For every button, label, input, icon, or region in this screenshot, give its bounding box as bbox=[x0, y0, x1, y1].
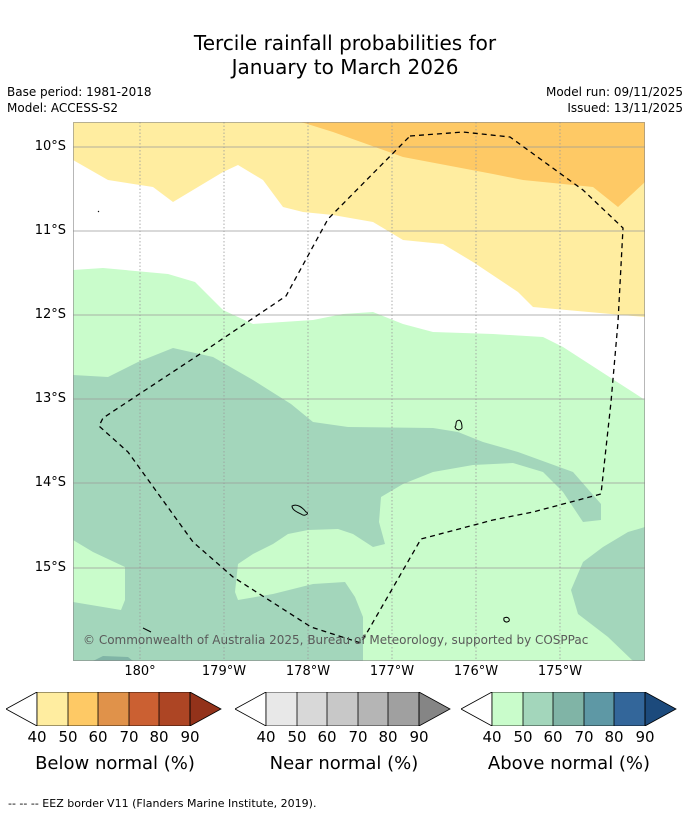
cb-near-under-segment bbox=[235, 692, 267, 726]
model-run: Model run: 09/11/2025 bbox=[545, 85, 683, 99]
cb-near-segment-70 bbox=[358, 692, 388, 726]
cb-below-tick-50: 50 bbox=[58, 728, 78, 746]
cb-above-segment-70 bbox=[584, 692, 614, 726]
cb-below-segment-40 bbox=[37, 692, 68, 726]
cb-below-under-segment bbox=[6, 692, 38, 726]
graticule bbox=[73, 122, 645, 661]
cb-below-segment-50 bbox=[68, 692, 98, 726]
cb-below-segment-60 bbox=[98, 692, 129, 726]
lat-label-10s: 10°S bbox=[34, 139, 66, 154]
cb-near-tick-80: 80 bbox=[378, 728, 398, 746]
issued-date: Issued: 13/11/2025 bbox=[567, 101, 683, 115]
island-speck bbox=[97, 210, 100, 213]
cb-below-segment-70 bbox=[129, 692, 159, 726]
cb-above-segment-50 bbox=[523, 692, 553, 726]
lon-label-180: 180° bbox=[124, 664, 156, 679]
cb-above-title: Above normal (%) bbox=[487, 753, 651, 774]
cb-above-tick-60: 60 bbox=[543, 728, 563, 746]
cb-below-over-segment bbox=[189, 692, 222, 726]
cb-above-tick-50: 50 bbox=[513, 728, 533, 746]
cb-below-segment-80 bbox=[159, 692, 190, 726]
cb-below-tick-40: 40 bbox=[27, 728, 47, 746]
lat-label-15s: 15°S bbox=[34, 560, 66, 575]
cb-below-tick-80: 80 bbox=[149, 728, 169, 746]
cb-below-tick-60: 60 bbox=[88, 728, 108, 746]
island-small-south bbox=[503, 616, 510, 623]
colorbar-below-normal bbox=[6, 692, 222, 726]
lon-label-176w: 176°W bbox=[453, 664, 499, 679]
cb-above-segment-60 bbox=[553, 692, 584, 726]
above-normal-50-dot bbox=[167, 543, 177, 546]
cb-near-title: Near normal (%) bbox=[269, 753, 419, 774]
cb-above-tick-90: 90 bbox=[635, 728, 655, 746]
island-sliver bbox=[142, 627, 152, 633]
below-normal-50-band bbox=[301, 122, 645, 207]
lon-label-177w: 177°W bbox=[369, 664, 415, 679]
cb-above-tick-80: 80 bbox=[604, 728, 624, 746]
colorbar-above-normal bbox=[461, 692, 677, 726]
cb-near-tick-60: 60 bbox=[317, 728, 337, 746]
cb-above-tick-70: 70 bbox=[574, 728, 594, 746]
cb-below-title: Below normal (%) bbox=[35, 753, 195, 774]
cb-near-segment-60 bbox=[327, 692, 358, 726]
eez-footnote: -- -- -- EEZ border V11 (Flanders Marine… bbox=[8, 797, 317, 810]
copyright-notice: © Commonwealth of Australia 2025, Bureau… bbox=[83, 633, 589, 647]
cb-near-segment-40 bbox=[266, 692, 297, 726]
above-normal-60-dot bbox=[93, 656, 133, 661]
eez-border bbox=[98, 131, 624, 644]
above-normal-50-band bbox=[73, 348, 601, 661]
cb-near-segment-50 bbox=[297, 692, 327, 726]
lon-label-175w: 175°W bbox=[537, 664, 583, 679]
lon-label-178w: 178°W bbox=[285, 664, 331, 679]
map-title-line2: January to March 2026 bbox=[231, 55, 459, 79]
cb-near-tick-70: 70 bbox=[348, 728, 368, 746]
cb-above-segment-80 bbox=[614, 692, 645, 726]
base-period: Base period: 1981-2018 bbox=[7, 85, 152, 99]
cb-near-tick-50: 50 bbox=[287, 728, 307, 746]
island-wallis bbox=[454, 419, 463, 431]
island-fiji-north bbox=[291, 504, 308, 516]
cb-near-segment-80 bbox=[388, 692, 419, 726]
cb-near-tick-90: 90 bbox=[409, 728, 429, 746]
cb-near-tick-40: 40 bbox=[256, 728, 276, 746]
colorbar-near-normal bbox=[235, 692, 451, 726]
model-name: Model: ACCESS-S2 bbox=[7, 101, 119, 115]
cb-above-over-segment bbox=[644, 692, 677, 726]
lon-label-179w: 179°W bbox=[201, 664, 247, 679]
lat-label-11s: 11°S bbox=[34, 223, 66, 238]
map-title-line1: Tercile rainfall probabilities for bbox=[193, 31, 497, 55]
cb-above-under-segment bbox=[461, 692, 493, 726]
lat-label-12s: 12°S bbox=[34, 307, 66, 322]
cb-below-tick-70: 70 bbox=[119, 728, 139, 746]
lat-label-14s: 14°S bbox=[34, 475, 66, 490]
cb-above-tick-40: 40 bbox=[482, 728, 502, 746]
cb-above-segment-40 bbox=[492, 692, 523, 726]
above-normal-50-east-patch bbox=[571, 527, 645, 661]
map-panel bbox=[73, 122, 645, 661]
lat-label-13s: 13°S bbox=[34, 391, 66, 406]
cb-below-tick-90: 90 bbox=[180, 728, 200, 746]
cb-near-over-segment bbox=[418, 692, 451, 726]
